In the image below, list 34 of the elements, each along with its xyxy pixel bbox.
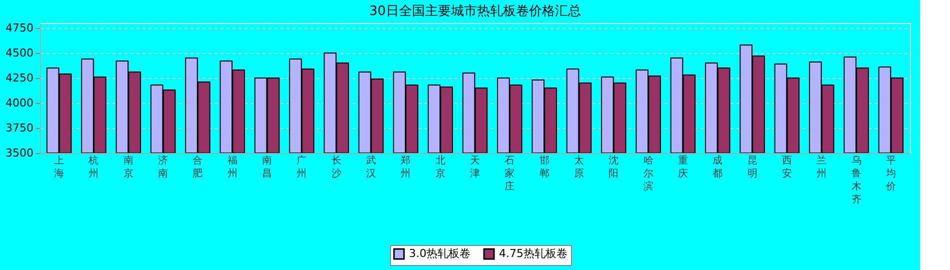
y-tick-label: 4000 — [6, 96, 34, 110]
y-tick-label: 3750 — [6, 122, 34, 134]
chart-title: 30日全国主要城市热轧板卷价格汇总 — [369, 3, 581, 19]
x-tick-label: 北京 — [435, 154, 446, 180]
x-tick-label: 兰州 — [816, 154, 827, 180]
y-tick-label: 4250 — [6, 72, 34, 84]
y-tick-label: 3500 — [6, 146, 34, 160]
x-tick-label: 天津 — [470, 156, 480, 180]
x-tick-label: 上海 — [54, 154, 64, 180]
x-tick-label: 哈尔滨 — [643, 154, 654, 192]
x-tick-label: 成都 — [712, 154, 723, 180]
x-tick-label: 邯郸 — [539, 154, 550, 180]
x-tick-label: 长沙 — [331, 154, 342, 180]
x-tick-label: 石家庄 — [504, 156, 515, 192]
x-tick-label: 乌鲁木齐 — [851, 154, 862, 206]
x-tick-label: 济南 — [158, 154, 168, 180]
x-tick-label: 太原 — [574, 154, 584, 180]
y-tick-label: 4500 — [6, 46, 34, 60]
x-tick-label: 重庆 — [678, 154, 688, 180]
legend-label: 3.0热轧板卷 — [409, 247, 470, 260]
x-tick-label: 福州 — [227, 154, 238, 180]
legend-label: 4.75热轧板卷 — [499, 247, 568, 260]
x-tick-label: 杭州 — [88, 154, 99, 180]
x-tick-label: 广州 — [296, 154, 307, 180]
x-tick-label: 郑州 — [400, 154, 411, 180]
x-tick-label: 西安 — [782, 156, 792, 180]
x-tick-label: 武汉 — [366, 154, 376, 180]
x-tick-label: 沈阳 — [608, 154, 619, 180]
y-tick-label: 4750 — [6, 22, 34, 34]
x-tick-label: 南昌 — [262, 154, 272, 180]
x-tick-label: 昆明 — [747, 156, 758, 180]
x-tick-label: 南京 — [123, 154, 134, 180]
x-tick-label: 平均价 — [884, 156, 896, 192]
x-tick-label: 合肥 — [192, 154, 203, 180]
